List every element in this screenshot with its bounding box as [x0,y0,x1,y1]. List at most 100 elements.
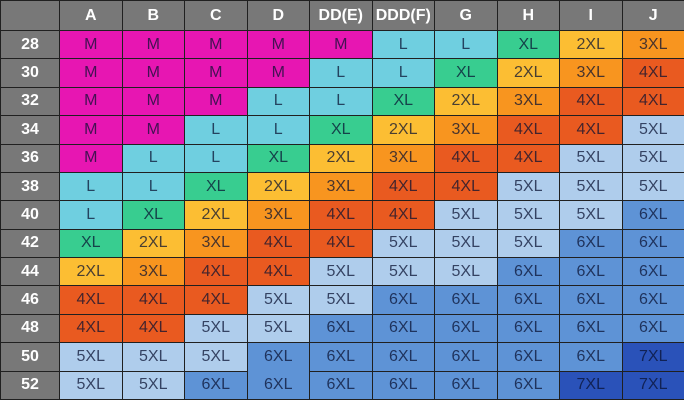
size-cell-30-I: 3XL [559,58,623,88]
size-cell-46-B: 4XL [121,285,185,315]
size-cell-40-B: XL [121,200,185,230]
size-cell-46-DD(E): 5XL [309,285,373,315]
corner-cell [0,0,60,31]
size-cell-44-A: 2XL [59,256,123,287]
size-cell-48-DDD(F): 6XL [371,313,435,344]
size-cell-34-B: M [121,115,185,145]
column-header-B: B [121,0,185,31]
table-row: 28 M M M M M L L XL 2XL 3XL [0,29,684,60]
size-cell-32-J: 4XL [621,86,684,117]
size-cell-36-D: XL [246,143,310,173]
column-header-DDD(F): DDD(F) [371,0,435,31]
row-header-28: 28 [0,29,60,60]
row-header-52: 52 [0,370,60,400]
size-cell-50-H: 6XL [496,342,560,372]
size-cell-46-J: 6XL [621,285,684,315]
row-header-34: 34 [0,115,60,145]
size-cell-48-I: 6XL [559,313,623,344]
size-cell-50-B: 5XL [121,342,185,372]
size-cell-48-A: 4XL [59,313,123,344]
size-cell-48-H: 6XL [496,313,560,344]
size-cell-30-DDD(F): L [371,58,435,88]
size-cell-28-C: M [184,29,248,60]
size-cell-44-G: 5XL [434,256,498,287]
size-cell-44-H: 6XL [496,256,560,287]
size-cell-32-DD(E): L [309,86,373,117]
size-cell-40-A: L [59,200,123,230]
size-cell-38-D: 2XL [246,171,310,202]
row-header-40: 40 [0,200,60,230]
size-cell-28-A: M [59,29,123,60]
size-cell-34-DD(E): XL [309,115,373,145]
size-cell-34-J: 5XL [621,115,684,145]
size-cell-40-DDD(F): 4XL [371,200,435,230]
size-cell-40-J: 6XL [621,200,684,230]
size-cell-36-J: 5XL [621,143,684,173]
size-cell-44-I: 6XL [559,256,623,287]
header-row: A B C D DD(E) DDD(F) G H I J [0,0,684,31]
size-cell-34-DDD(F): 2XL [371,115,435,145]
column-header-J: J [621,0,684,31]
size-cell-46-A: 4XL [59,285,123,315]
size-cell-32-G: 2XL [434,86,498,117]
size-cell-44-DDD(F): 5XL [371,256,435,287]
table-header: A B C D DD(E) DDD(F) G H I J [0,0,684,31]
size-cell-30-C: M [184,58,248,88]
size-cell-36-B: L [121,143,185,173]
size-cell-30-D: M [246,58,310,88]
size-cell-28-DD(E): M [309,29,373,60]
size-cell-38-B: L [121,171,185,202]
column-header-G: G [434,0,498,31]
size-cell-28-H: XL [496,29,560,60]
size-cell-48-D: 5XL [246,313,310,344]
size-cell-46-C: 4XL [184,285,248,315]
size-cell-46-D: 5XL [246,285,310,315]
size-cell-52-G: 6XL [434,370,498,400]
row-header-38: 38 [0,171,60,202]
size-cell-34-I: 4XL [559,115,623,145]
size-cell-36-G: 4XL [434,143,498,173]
size-cell-44-DD(E): 5XL [309,256,373,287]
size-cell-50-DDD(F): 6XL [371,342,435,372]
size-cell-28-DDD(F): L [371,29,435,60]
size-cell-28-J: 3XL [621,29,684,60]
size-cell-28-G: L [434,29,498,60]
column-header-D: D [246,0,310,31]
size-cell-46-I: 6XL [559,285,623,315]
size-cell-38-H: 5XL [496,171,560,202]
size-cell-52-D: 6XL [246,371,310,400]
size-cell-34-D: L [246,115,310,145]
size-cell-46-H: 6XL [496,285,560,315]
size-cell-52-DD(E): 6XL [309,370,373,400]
size-cell-52-DDD(F): 6XL [371,370,435,400]
size-cell-50-D: 6XL [246,342,310,371]
size-cell-30-DD(E): L [309,58,373,88]
table-row: 52 5XL 5XL 6XL 6XL 6XL 6XL 6XL 6XL 7XL 7XL [0,370,684,400]
table-row: 32 M M M L L XL 2XL 3XL 4XL 4XL [0,86,684,117]
size-cell-40-I: 5XL [559,200,623,230]
size-cell-34-A: M [59,115,123,145]
size-cell-30-G: XL [434,58,498,88]
size-cell-42-G: 5XL [434,228,498,259]
size-cell-40-DD(E): 4XL [309,200,373,230]
size-cell-50-C: 5XL [184,342,248,372]
size-cell-38-J: 5XL [621,171,684,202]
size-cell-52-A: 5XL [59,370,123,400]
size-cell-28-B: M [121,29,185,60]
size-cell-30-J: 4XL [621,58,684,88]
size-cell-50-DD(E): 6XL [309,342,373,372]
column-header-H: H [496,0,560,31]
table-row: 46 4XL 4XL 4XL 5XL 5XL 6XL 6XL 6XL 6XL 6XL [0,285,684,315]
size-cell-34-H: 4XL [496,115,560,145]
size-cell-52-C: 6XL [184,370,248,400]
size-cell-34-C: L [184,115,248,145]
size-cell-40-C: 2XL [184,200,248,230]
size-cell-44-D: 4XL [246,256,310,287]
size-cell-36-I: 5XL [559,143,623,173]
size-cell-40-D: 3XL [246,200,310,230]
size-cell-46-DDD(F): 6XL [371,285,435,315]
size-cell-52-H: 6XL [496,370,560,400]
table-body: 28 M M M M M L L XL 2XL 3XL 30 M M M M L L XL 2XL 3XL 4XL 32 M M… [0,29,684,400]
size-cell-32-B: M [121,86,185,117]
